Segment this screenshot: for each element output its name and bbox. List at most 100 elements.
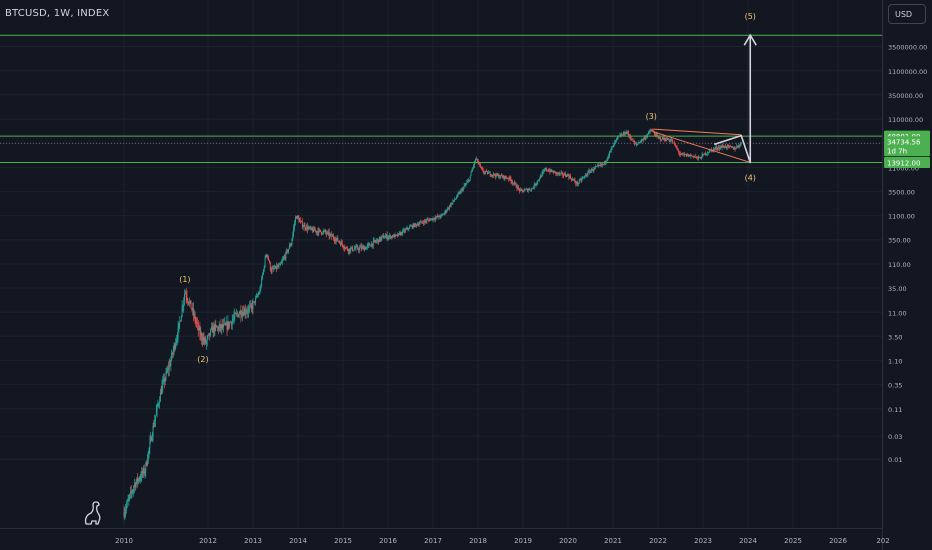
- candle-body: [125, 505, 127, 510]
- candle-body: [542, 171, 544, 173]
- candle-body: [211, 327, 213, 333]
- wave-label: (4): [745, 173, 756, 182]
- candle-body: [474, 161, 475, 166]
- candle-body: [662, 137, 664, 140]
- candle-body: [312, 229, 314, 232]
- candle-body: [415, 223, 417, 225]
- candle-body: [282, 258, 284, 261]
- candle-body: [194, 314, 196, 321]
- candle-body: [590, 168, 592, 171]
- candle-body: [155, 415, 156, 421]
- candle-body: [365, 246, 367, 250]
- candle-body: [292, 233, 294, 240]
- candle-body: [627, 132, 629, 133]
- candle-body: [620, 135, 622, 137]
- candle-body: [333, 236, 334, 239]
- candle-body: [308, 227, 310, 228]
- candle-body: [609, 150, 611, 152]
- candle-body: [152, 426, 154, 437]
- candle-body: [199, 327, 201, 336]
- candle-body: [189, 300, 191, 302]
- candle-body: [186, 296, 188, 300]
- candle-body: [358, 248, 360, 251]
- currency-button[interactable]: USD: [888, 4, 926, 24]
- candle-body: [530, 189, 532, 191]
- candle-body: [704, 152, 706, 155]
- candle-body: [732, 146, 734, 150]
- candle-body: [589, 170, 591, 173]
- candle-body: [532, 188, 533, 189]
- candle-body: [283, 256, 285, 259]
- candle-body: [237, 314, 239, 317]
- candle-body: [494, 175, 496, 177]
- candle-body: [137, 477, 139, 482]
- y-tick-label: 35.00: [888, 285, 907, 293]
- candle-body: [344, 248, 346, 250]
- candle-body: [278, 265, 280, 267]
- candle-body: [656, 134, 658, 136]
- candle-body: [602, 163, 604, 165]
- candle-body: [635, 144, 637, 145]
- candle-body: [271, 268, 273, 273]
- candle-body: [310, 227, 312, 229]
- candle-body: [436, 216, 438, 218]
- candle-body: [321, 233, 323, 235]
- candle-body: [347, 250, 349, 252]
- candle-body: [674, 143, 676, 147]
- candle-body: [523, 190, 525, 192]
- candle-body: [464, 185, 466, 186]
- x-tick-label: 2018: [469, 537, 487, 545]
- candle-body: [262, 269, 264, 275]
- candle-body: [380, 237, 382, 241]
- candle-body: [678, 150, 680, 153]
- candle-body: [390, 235, 392, 238]
- candle-body: [574, 179, 576, 183]
- candle-body: [181, 306, 183, 316]
- candle-body: [345, 247, 347, 249]
- candle-body: [146, 462, 148, 466]
- candle-body: [245, 312, 247, 314]
- candle-body: [374, 240, 376, 242]
- candle-body: [385, 234, 387, 237]
- candle-body: [616, 138, 617, 141]
- candle-body: [565, 175, 567, 177]
- candle-body: [446, 210, 448, 212]
- candle-body: [339, 242, 341, 246]
- candle-body: [545, 168, 547, 171]
- candle-body: [495, 173, 497, 177]
- candle-body: [285, 251, 287, 259]
- y-tick-label: 3.50: [888, 333, 902, 341]
- candle-body: [192, 308, 194, 310]
- candle-body: [694, 156, 696, 158]
- candle-body: [611, 146, 613, 149]
- candle-body: [217, 327, 218, 328]
- candle-body: [217, 327, 219, 331]
- candle-body: [391, 236, 392, 238]
- candle-body: [724, 145, 726, 148]
- candle-body: [512, 181, 514, 184]
- candle-body: [555, 171, 557, 174]
- candle-body: [230, 322, 232, 326]
- candle-body: [302, 226, 304, 228]
- candle-body: [560, 172, 562, 174]
- candle-body: [677, 148, 679, 151]
- candle-body: [571, 179, 573, 181]
- candle-body: [163, 378, 165, 383]
- candle-body: [557, 172, 559, 174]
- candle-body: [539, 175, 541, 179]
- candle-body: [125, 509, 127, 513]
- candle-body: [211, 327, 212, 330]
- candle-body: [290, 244, 292, 246]
- candle-body: [726, 145, 728, 148]
- candle-body: [243, 309, 245, 316]
- candle-body: [284, 256, 286, 259]
- x-tick-label: 2026: [829, 537, 847, 545]
- candle-body: [188, 301, 190, 304]
- candle-body: [564, 173, 566, 176]
- candle-body: [466, 182, 468, 185]
- candle-body: [138, 478, 140, 480]
- wave-label: (5): [745, 12, 756, 21]
- candle-body: [480, 164, 482, 167]
- candle-body: [691, 155, 693, 157]
